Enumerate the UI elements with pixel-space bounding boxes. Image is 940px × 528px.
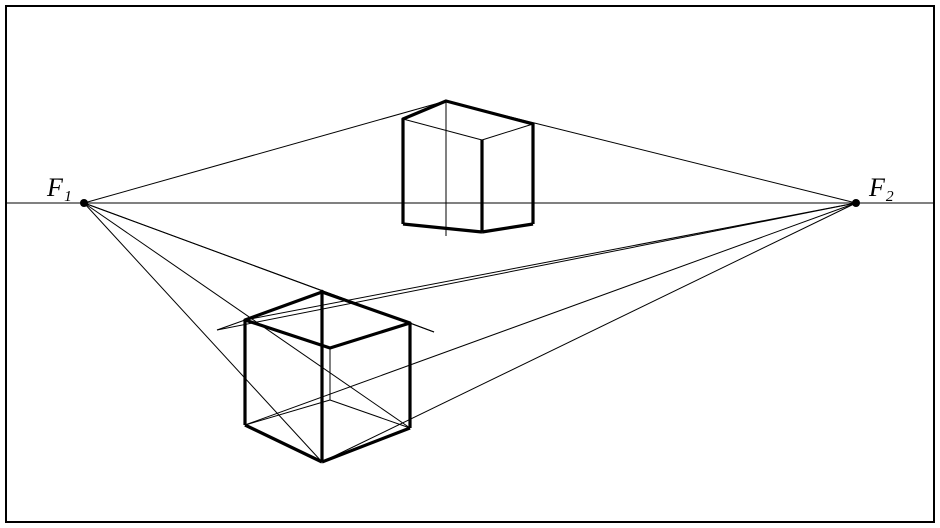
upper-cube-bottom-right [482, 224, 533, 232]
label-f2: F₂ [868, 173, 894, 202]
ray-f1 [84, 203, 410, 428]
label-f1: F₁ [46, 173, 72, 202]
lower-cube-bottom-back-l [245, 400, 330, 425]
ray-f2 [245, 203, 856, 320]
upper-cube-top-back-edge-l [403, 119, 482, 140]
lower-cube-bottom-back-r [330, 400, 410, 428]
frame [6, 6, 934, 522]
ray-f2 [217, 203, 856, 330]
upper-cube-top-edges [403, 101, 533, 124]
ray-f2 [322, 203, 856, 462]
perspective-diagram: F₁ F₂ [0, 0, 940, 528]
upper-cube-bottom-left [403, 224, 482, 232]
lower-cube-tick-right [410, 323, 434, 332]
upper-cube-top-back-edge-r [482, 124, 533, 140]
lower-cube-bottom-left [245, 425, 322, 462]
lower-cube-front-top-dot [320, 290, 324, 294]
ray-f2 [245, 203, 856, 425]
ray-f1-upper [84, 101, 446, 203]
lower-cube-bottom-right [322, 428, 410, 462]
